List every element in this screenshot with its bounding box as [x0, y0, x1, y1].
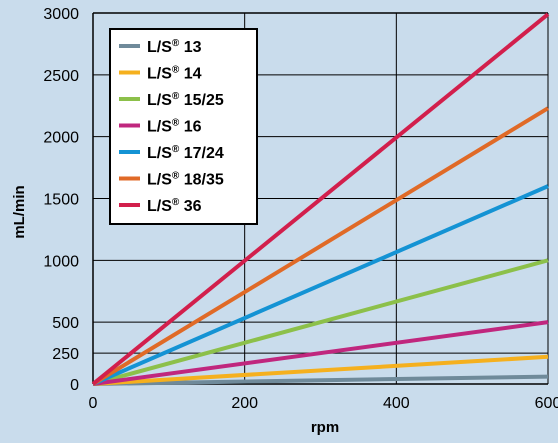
y-axis-label: mL/min: [11, 185, 28, 238]
y-tick-label: 2500: [43, 68, 79, 85]
legend-label: L/S® 36: [147, 197, 202, 215]
series-line: [92, 184, 549, 386]
x-tick-label: 400: [383, 395, 410, 412]
legend-label: L/S® 18/35: [147, 171, 224, 189]
x-axis-ticks: 0 200 400 600: [89, 395, 558, 412]
legend-label: L/S® 16: [147, 118, 202, 136]
x-tick-label: 200: [231, 395, 258, 412]
y-tick-label: 2000: [43, 130, 79, 147]
series-line: [91, 12, 550, 386]
y-tick-label: 250: [52, 346, 79, 363]
series-line: [92, 374, 549, 386]
series-line: [91, 106, 550, 386]
series-line: [92, 354, 549, 386]
legend-label: L/S® 14: [147, 65, 202, 83]
legend-label: L/S® 13: [147, 38, 202, 56]
y-axis-ticks: 0 250 500 1000 1500 2000 2500 3000: [43, 6, 79, 394]
y-tick-label: 1000: [43, 253, 79, 270]
x-tick-label: 600: [535, 395, 558, 412]
legend: L/S® 13 L/S® 14 L/S® 15/25 L/S® 16 L/S® 17/2…: [109, 28, 258, 225]
y-tick-label: 0: [70, 377, 79, 394]
series-layer: [91, 12, 550, 386]
legend-label: L/S® 15/25: [147, 91, 224, 109]
y-tick-label: 3000: [43, 6, 79, 23]
y-tick-label: 1500: [43, 192, 79, 209]
y-tick-label: 500: [52, 315, 79, 332]
series-line: [92, 258, 549, 386]
series-line: [92, 320, 549, 386]
x-axis-label: rpm: [311, 419, 339, 436]
x-tick-label: 0: [89, 395, 98, 412]
legend-label: L/S® 17/24: [147, 144, 224, 162]
